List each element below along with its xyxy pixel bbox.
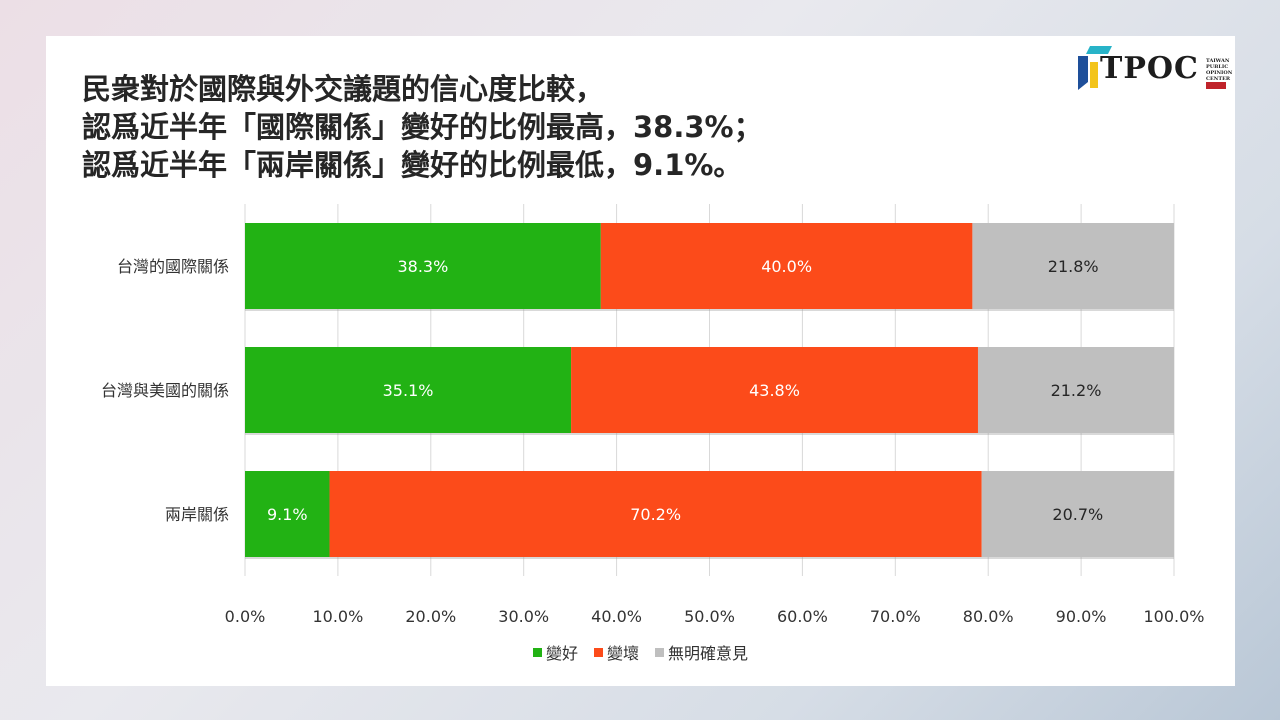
legend-swatch bbox=[655, 647, 664, 657]
x-tick-label: 90.0% bbox=[1056, 607, 1107, 626]
logo-text: TPOC bbox=[1100, 51, 1199, 86]
bar-segment bbox=[245, 347, 572, 433]
legend-swatch bbox=[593, 647, 603, 657]
logo-badge bbox=[1206, 82, 1226, 89]
x-tick-label: 80.0% bbox=[963, 607, 1014, 626]
bar-segment bbox=[600, 223, 973, 309]
x-tick-label: 100.0% bbox=[1143, 607, 1204, 626]
logo-subtext-2: PUBLIC bbox=[1206, 64, 1229, 70]
x-tick-label: 30.0% bbox=[498, 607, 549, 626]
x-tick-label: 10.0% bbox=[312, 607, 363, 626]
legend-label: 無明確意見 bbox=[668, 644, 749, 663]
category-label: 台灣的國際關係 bbox=[117, 257, 229, 276]
category-label: 台灣與美國的關係 bbox=[101, 381, 229, 400]
data-label: 9.1% bbox=[267, 505, 308, 524]
tpoc-logo: TPOC TAIWAN PUBLIC OPINION CENTER bbox=[1078, 38, 1234, 94]
legend-item: 無明確意見 bbox=[655, 640, 748, 664]
x-tick-label: 60.0% bbox=[777, 607, 828, 626]
logo-subtext-3: OPINION bbox=[1206, 70, 1233, 76]
bar-segment bbox=[245, 471, 330, 557]
data-label: 38.3% bbox=[397, 257, 448, 276]
legend-item: 變壞 bbox=[593, 640, 639, 664]
bar-segment bbox=[977, 347, 1174, 433]
bar-segment bbox=[972, 223, 1174, 309]
stacked-bar-chart: 0.0% 10.0% 20.0% 30.0% 40.0% 50.0% 60.0% 70.0% 8… bbox=[101, 204, 1205, 626]
x-tick-label: 70.0% bbox=[870, 607, 921, 626]
category-label: 兩岸關係 bbox=[165, 505, 229, 524]
data-label: 35.1% bbox=[383, 381, 434, 400]
chart-legend: 變好 變壞 無明確意見 bbox=[46, 640, 1235, 664]
legend-label: 變好 bbox=[545, 644, 578, 663]
title-line-1: 民衆對於國際與外交議題的信心度比較， bbox=[82, 72, 605, 106]
slide-title: 民衆對於國際與外交議題的信心度比較， 認爲近半年「國際關係」變好的比例最高，38… bbox=[82, 70, 763, 184]
bar-segment bbox=[329, 471, 982, 557]
logo-subtext-1: TAIWAN bbox=[1206, 58, 1230, 64]
logo-subtext: TAIWAN PUBLIC OPINION CENTER bbox=[1206, 58, 1233, 82]
title-line-3: 認爲近半年「兩岸關係」變好的比例最低，9.1%。 bbox=[82, 148, 743, 182]
logo-mark-icon bbox=[1078, 46, 1112, 90]
x-tick-label: 0.0% bbox=[225, 607, 266, 626]
legend-label: 變壞 bbox=[606, 644, 639, 663]
data-label: 20.7% bbox=[1052, 505, 1103, 524]
bar-segment bbox=[571, 347, 978, 433]
data-label: 21.2% bbox=[1051, 381, 1102, 400]
x-tick-label: 20.0% bbox=[405, 607, 456, 626]
x-tick-label: 40.0% bbox=[591, 607, 642, 626]
data-label: 70.2% bbox=[630, 505, 681, 524]
x-tick-label: 50.0% bbox=[684, 607, 735, 626]
legend-item: 變好 bbox=[532, 640, 578, 664]
slide-card: 民衆對於國際與外交議題的信心度比較， 認爲近半年「國際關係」變好的比例最高，38… bbox=[46, 36, 1235, 686]
data-label: 40.0% bbox=[761, 257, 812, 276]
legend-swatch bbox=[532, 647, 542, 657]
data-label: 43.8% bbox=[749, 381, 800, 400]
data-label: 21.8% bbox=[1048, 257, 1099, 276]
bar-segment bbox=[981, 471, 1174, 557]
logo-subtext-4: CENTER bbox=[1206, 76, 1231, 82]
title-line-2: 認爲近半年「國際關係」變好的比例最高，38.3%； bbox=[82, 110, 763, 144]
bar-segment bbox=[245, 223, 601, 309]
